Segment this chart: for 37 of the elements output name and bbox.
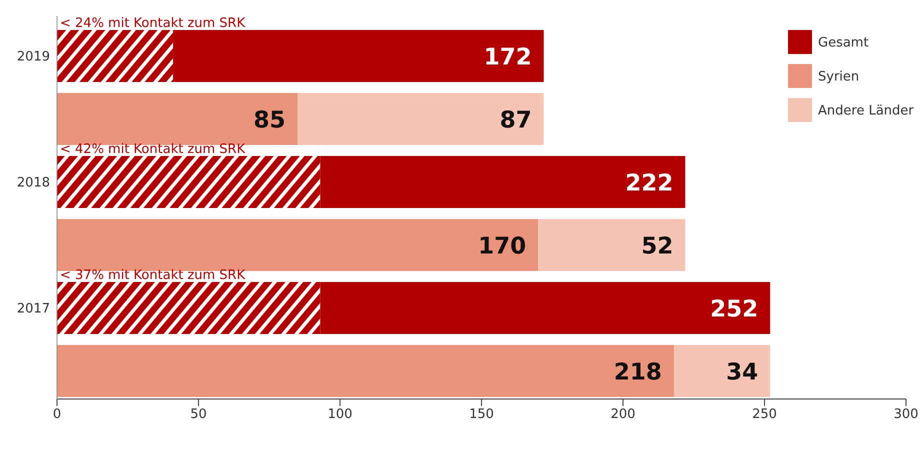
- total-label: 252: [710, 296, 758, 322]
- x-tick-label: 150: [469, 407, 494, 422]
- bar: [538, 219, 686, 271]
- y-tick-label: 2017: [16, 302, 50, 317]
- bar: [57, 156, 320, 208]
- y-tick-label: 2019: [16, 50, 50, 65]
- x-tick-label: 100: [328, 407, 352, 422]
- bar: [57, 345, 674, 397]
- legend-label: Andere Länder: [818, 104, 914, 119]
- bar: [57, 219, 538, 271]
- annotation: < 37% mit Kontakt zum SRK: [60, 268, 246, 283]
- data-label: 85: [254, 107, 286, 134]
- annotation: < 24% mit Kontakt zum SRK: [60, 16, 246, 31]
- bar: [57, 30, 174, 82]
- legend-label: Gesamt: [818, 36, 869, 51]
- legend-label: Syrien: [818, 70, 860, 85]
- data-label: 170: [478, 233, 526, 260]
- bar: [298, 93, 544, 145]
- total-label: 172: [484, 44, 532, 70]
- x-tick-label: 300: [894, 407, 918, 422]
- x-tick-label: 0: [52, 407, 62, 422]
- bar: [674, 345, 770, 397]
- bar: [320, 282, 770, 334]
- total-label: 222: [625, 170, 674, 196]
- bar: [57, 282, 320, 334]
- bar: [57, 93, 298, 145]
- data-label: 34: [726, 359, 758, 386]
- x-tick-label: 200: [610, 407, 636, 422]
- data-label: 218: [614, 359, 662, 386]
- y-tick-label: 2018: [16, 176, 50, 191]
- annotation: < 42% mit Kontakt zum SRK: [60, 142, 246, 157]
- bar: [320, 156, 686, 208]
- x-tick-label: 50: [190, 407, 207, 422]
- data-label: 87: [500, 107, 532, 134]
- x-tick-label: 250: [752, 407, 777, 422]
- bar: [173, 30, 544, 82]
- data-label: 52: [641, 233, 674, 260]
